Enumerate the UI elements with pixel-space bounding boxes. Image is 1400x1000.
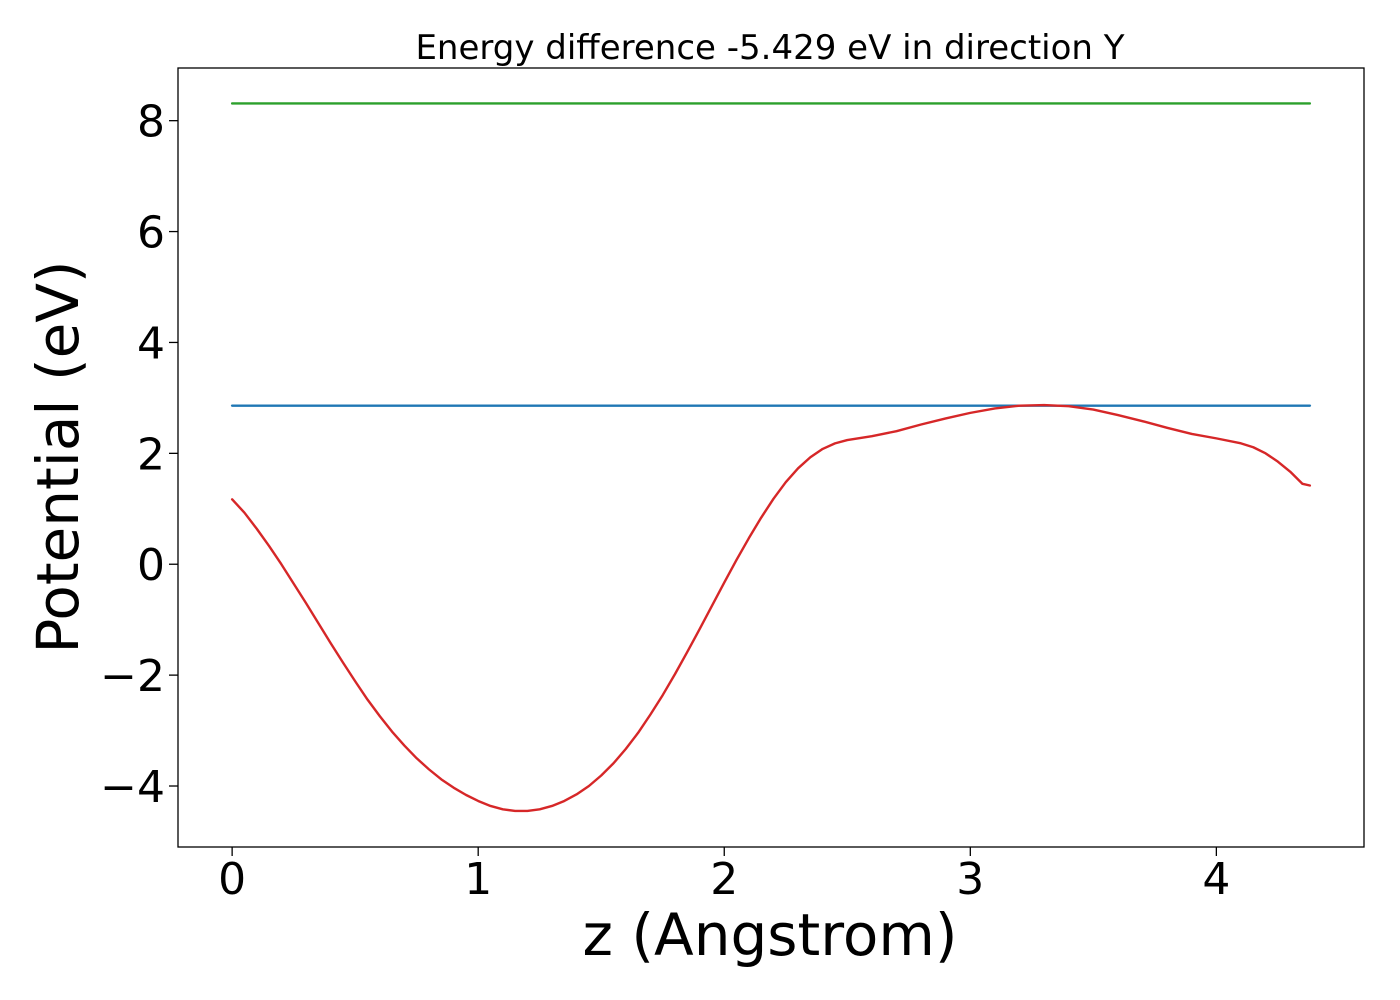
chart-title: Energy difference -5.429 eV in direction…	[415, 28, 1124, 68]
plot-frame	[177, 67, 1365, 848]
y-tick-label: 8	[137, 97, 165, 148]
y-axis-label: Potential (eV)	[24, 260, 92, 653]
x-tick-label: 4	[1202, 854, 1230, 905]
y-tick-label: 2	[137, 429, 165, 480]
x-tick-label: 0	[218, 854, 246, 905]
y-tick-label: −2	[100, 651, 165, 702]
x-axis-label: z (Angstrom)	[583, 901, 958, 969]
y-tick-label: 6	[137, 208, 165, 259]
x-axis: 0 1 2 3 4	[218, 847, 1230, 905]
series-line-3	[230, 403, 1312, 813]
x-tick-label: 2	[710, 854, 738, 905]
x-tick-label: 1	[464, 854, 492, 905]
x-tick-label: 3	[956, 854, 984, 905]
y-tick-label: 0	[137, 540, 165, 591]
y-tick-label: 4	[137, 318, 165, 369]
plot-area	[230, 102, 1312, 813]
y-tick-label: −4	[100, 762, 165, 813]
y-axis: −4 −2 0 2 4 6 8	[100, 97, 178, 813]
